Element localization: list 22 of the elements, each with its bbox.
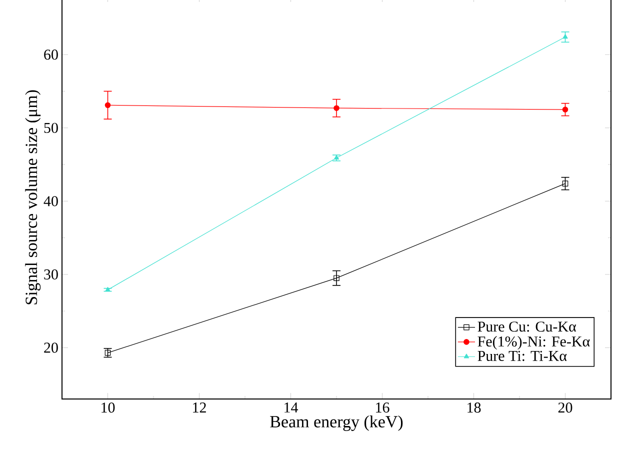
y-tick-label: 20	[44, 342, 58, 353]
y-tick-label: 40	[44, 196, 58, 206]
x-tick-label: 20	[558, 402, 572, 413]
legend-label: Fe(1%)-Ni: Fe-Kα	[478, 336, 590, 350]
x-tick-label: 18	[468, 402, 481, 413]
point	[334, 275, 340, 281]
x-axis-title: Beam energy (keV)	[270, 416, 403, 431]
x-tick-label: 10	[102, 402, 115, 413]
point	[562, 106, 568, 112]
y-tick-label: 60	[44, 50, 58, 60]
legend-label: Pure Ti: Ti-Kα	[478, 350, 567, 362]
point	[562, 34, 568, 39]
y-tick-label: 30	[44, 269, 58, 280]
point	[104, 102, 111, 108]
y-tick-label: 50	[44, 122, 58, 133]
x-tick-label: 12	[193, 402, 206, 412]
y-axis-title: Signal source volume size (μm)	[25, 90, 41, 304]
x-tick-label: 16	[376, 402, 390, 413]
legend-label: Pure Cu: Cu-Kα	[478, 322, 576, 332]
x-tick-label: 14	[284, 402, 298, 412]
point	[334, 105, 340, 111]
point	[562, 180, 568, 186]
